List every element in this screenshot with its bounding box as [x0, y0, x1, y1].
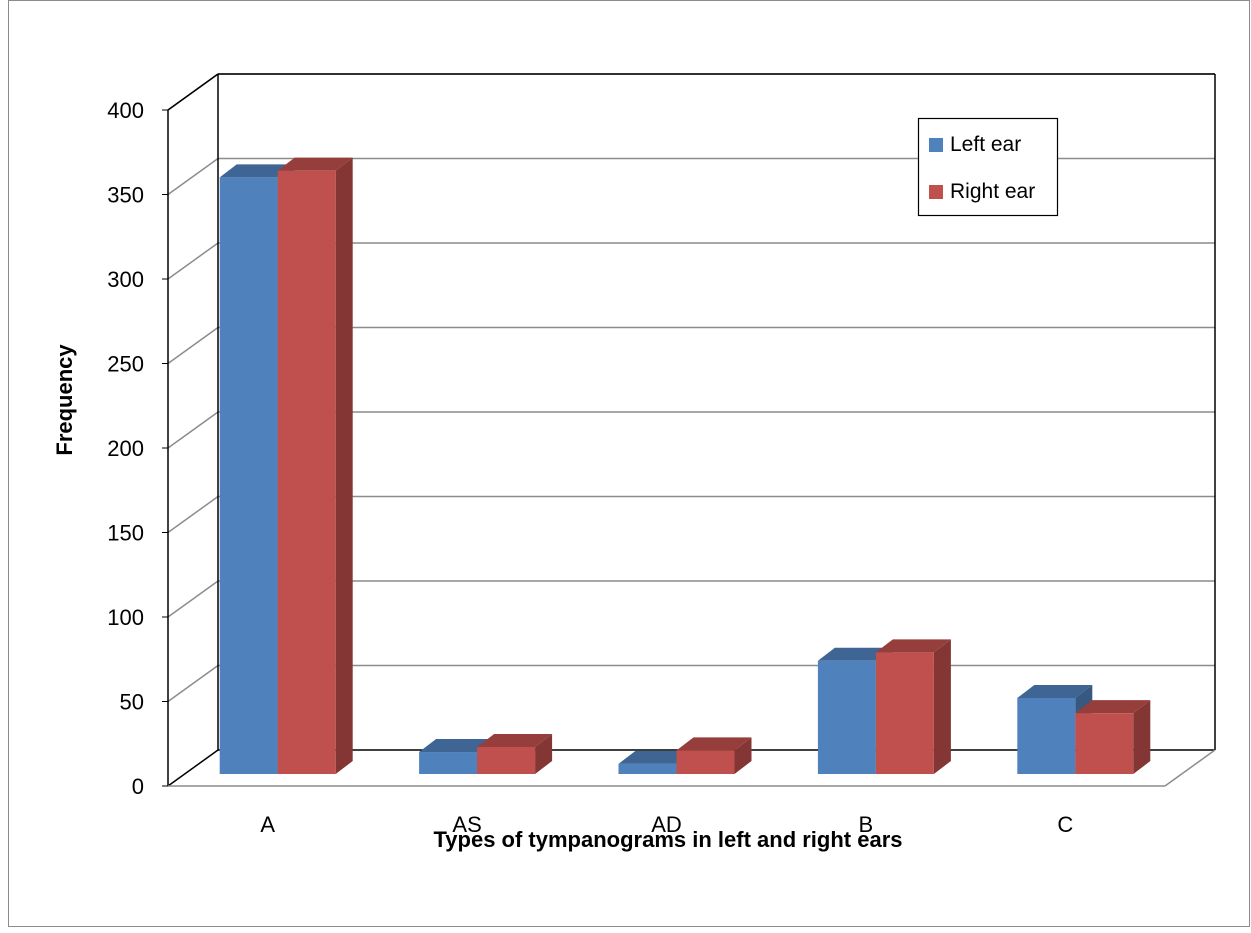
bar-as-right-ear [477, 733, 553, 774]
bar-b-right-ear-side [933, 639, 951, 774]
legend: Left ear Right ear [917, 117, 1059, 217]
y-tick-label-400: 400 [107, 98, 144, 123]
bar-c-left-ear-front [1017, 697, 1076, 774]
gridline-side-350 [167, 157, 219, 196]
bar-ad-right-ear-top [676, 737, 752, 751]
bar-a-left-ear-top [219, 164, 295, 178]
bar-b-left-ear-front [817, 660, 876, 774]
bar-a-right-ear-top [277, 157, 353, 171]
gridline-side-150 [167, 495, 219, 534]
bar-b-right-ear-front [875, 652, 934, 774]
bar-c-right-ear-side [1133, 700, 1151, 774]
y-tick-label-150: 150 [107, 521, 144, 546]
x-category-label-a: A [260, 812, 275, 837]
gridline-side-100 [167, 580, 219, 618]
x-category-label-b: B [859, 812, 874, 837]
y-tick-label-50: 50 [120, 690, 144, 715]
bar-ad-left-ear-top [618, 750, 694, 764]
bar-b-left-ear-top [817, 647, 893, 661]
y-axis-title: Frequency [52, 344, 77, 456]
bar-a-right-ear-front [277, 170, 336, 775]
y-tick-label-300: 300 [107, 267, 144, 292]
y-tick-labels: 0 50 100 150 200 250 300 350 400 [107, 98, 144, 799]
bar-as-right-ear-top [477, 733, 553, 747]
bar-ad-right-ear [676, 737, 752, 774]
bar-as-right-ear-side [535, 733, 553, 774]
legend-label-right-ear: Right ear [950, 180, 1035, 203]
bars [219, 157, 1151, 775]
bar-a-right-ear-side [335, 157, 353, 775]
y-tick-label-0: 0 [132, 774, 144, 799]
bar-c-right-ear-front [1075, 713, 1134, 774]
legend-swatch-left-ear [929, 138, 943, 152]
x-category-label-ad: AD [651, 812, 682, 837]
y-tick-label-350: 350 [107, 183, 144, 208]
gridline-side-300 [167, 242, 219, 280]
x-category-label-as: AS [452, 812, 481, 837]
y-tick-label-200: 200 [107, 436, 144, 461]
bar-as-right-ear-front [477, 746, 536, 774]
gridline-side-50 [167, 664, 219, 703]
bar-ad-right-ear-side [734, 737, 752, 774]
bar-b-right-ear-top [875, 639, 951, 653]
legend-swatch-right-ear [929, 185, 943, 199]
x-axis-title: Types of tympanograms in left and right … [433, 827, 902, 852]
bar-as-left-ear-front [419, 752, 478, 774]
axes [162, 73, 1216, 787]
bar-c-right-ear [1075, 700, 1151, 774]
x-category-label-c: C [1057, 812, 1073, 837]
bar-as-left-ear [419, 739, 495, 774]
y-tick-label-100: 100 [107, 605, 144, 630]
bar-as-left-ear-top [419, 739, 495, 753]
bar-ad-right-ear-front [676, 750, 735, 774]
gridline-side-250 [167, 326, 219, 365]
gridline-side-200 [167, 411, 219, 449]
y-tick-label-250: 250 [107, 352, 144, 377]
legend-label-left-ear: Left ear [950, 133, 1021, 156]
side-wall-top-edge [167, 73, 219, 111]
bar-ad-left-ear-front [618, 763, 677, 774]
bar-a-left-ear-front [219, 177, 278, 774]
x-category-labels: A AS AD B C [260, 812, 1073, 837]
bar-b-right-ear [875, 639, 951, 774]
floor-right-edge [1164, 749, 1216, 787]
bar-c-left-ear-top [1017, 684, 1093, 698]
bar-a-right-ear [277, 157, 353, 775]
floor-left-edge [167, 749, 219, 787]
bar-c-right-ear-top [1075, 700, 1151, 714]
legend-box [917, 117, 1059, 217]
